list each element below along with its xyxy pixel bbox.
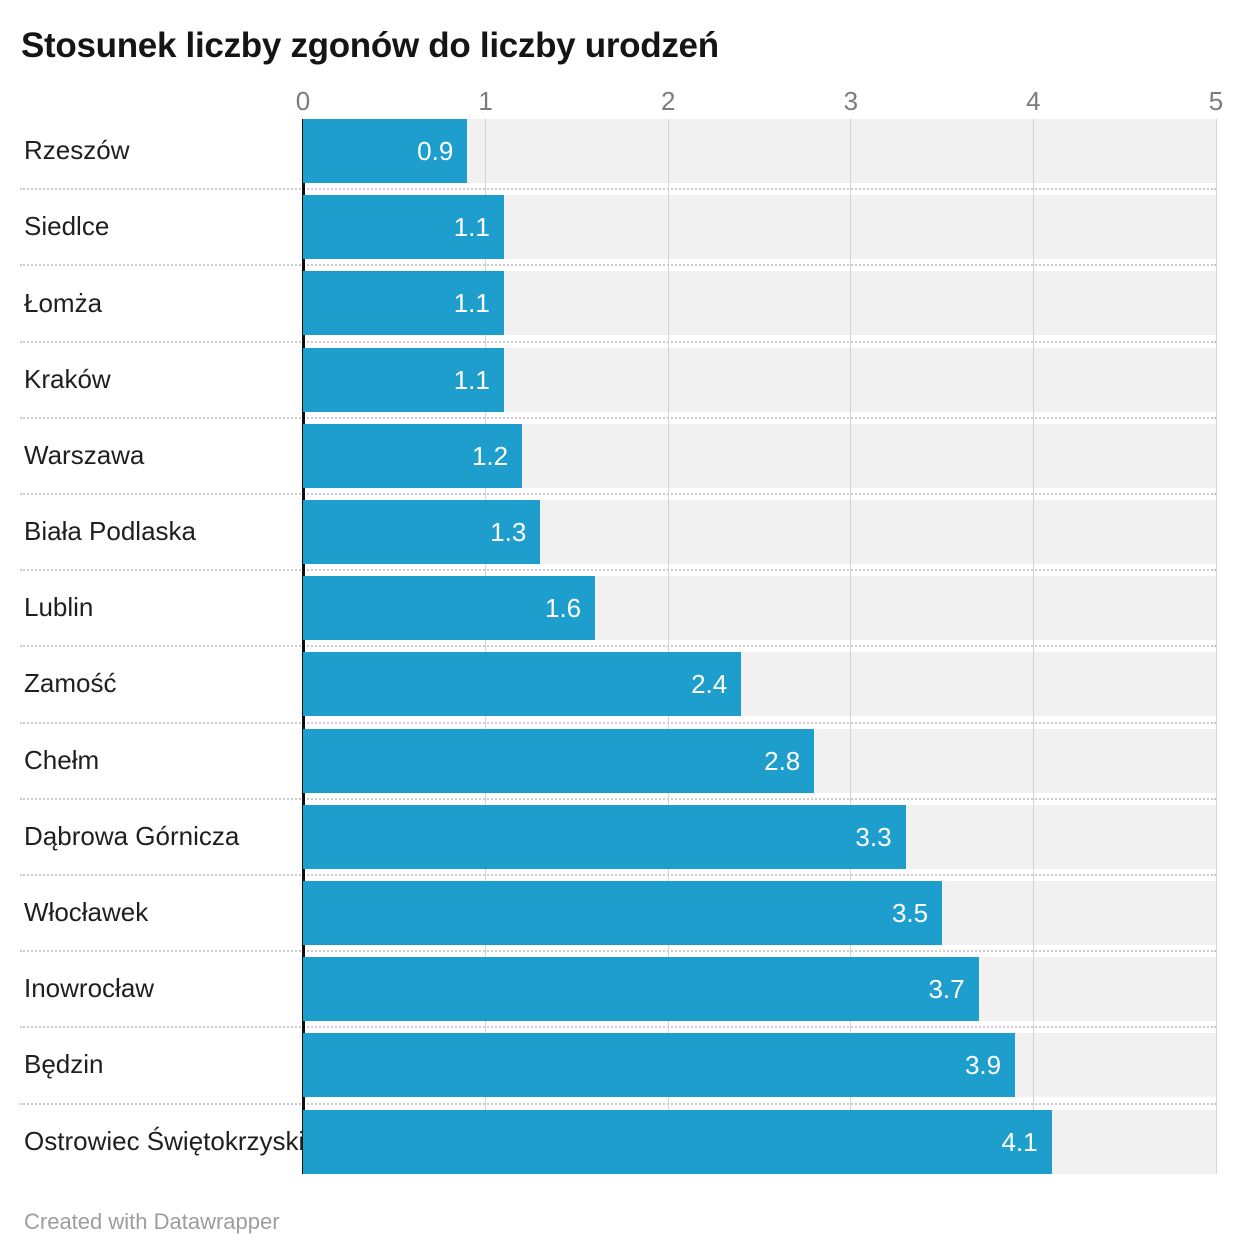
category-label: Dąbrowa Górnicza (24, 820, 240, 851)
bar-row: Inowrocław 3.7 (24, 951, 1216, 1027)
bar-row: Biała Podlaska 1.3 (24, 494, 1216, 570)
bar-track: 4.1 (303, 1109, 1216, 1174)
bar-row: Zamość 2.4 (24, 646, 1216, 722)
category-label: Chełm (24, 744, 100, 775)
data-bar: 0.9 (303, 119, 468, 184)
bar-row: Dąbrowa Górnicza 3.3 (24, 799, 1216, 875)
data-bar: 3.9 (303, 1033, 1016, 1098)
data-bar: 1.6 (303, 576, 596, 641)
bar-row: Kraków 1.1 (24, 342, 1216, 418)
category-label: Lublin (24, 592, 94, 623)
bar-track: 1.1 (303, 195, 1216, 260)
bar-track: 1.6 (303, 576, 1216, 641)
bar-value-label: 1.1 (453, 212, 490, 243)
bar-chart-plot-area: Rzeszów 0.9 Siedlce 1.1 Łomża 1.1 Kraków 1.1 War… (24, 113, 1216, 1180)
bar-track: 3.5 (303, 880, 1216, 945)
bar-row: Włocławek 3.5 (24, 875, 1216, 951)
bar-value-label: 3.5 (891, 897, 929, 928)
bar-track: 3.9 (303, 1033, 1216, 1098)
x-axis-tick-label: 1 (478, 86, 493, 116)
category-label: Włocławek (24, 897, 149, 928)
category-label: Warszawa (24, 439, 145, 470)
x-axis-tick-label: 0 (295, 86, 311, 116)
bar-value-label: 3.3 (855, 821, 892, 852)
bar-value-label: 0.9 (417, 136, 454, 167)
bar-row: Będzin 3.9 (24, 1027, 1216, 1103)
chart-title: Stosunek liczby zgonów do liczby urodzeń (21, 26, 719, 65)
category-label: Zamość (24, 668, 117, 699)
data-bar: 2.4 (303, 652, 742, 717)
bar-row: Lublin 1.6 (24, 570, 1216, 646)
bar-value-label: 3.7 (928, 974, 965, 1005)
data-bar: 3.5 (303, 880, 943, 945)
data-bar: 2.8 (303, 728, 815, 793)
bar-track: 3.3 (303, 804, 1216, 869)
category-label: Będzin (24, 1049, 104, 1080)
category-label: Biała Podlaska (24, 516, 196, 547)
bar-value-label: 4.1 (1001, 1126, 1038, 1157)
x-axis-tick-labels: 0 1 2 3 4 5 (296, 86, 1223, 120)
bar-track: 0.9 (303, 119, 1216, 184)
datawrapper-attribution-link[interactable]: Created with Datawrapper (24, 1209, 280, 1234)
bar-track: 3.7 (303, 957, 1216, 1022)
data-bar: 3.7 (303, 957, 979, 1022)
bar-track: 1.2 (303, 423, 1216, 488)
data-bar: 1.1 (303, 195, 504, 260)
bar-value-label: 2.8 (764, 745, 801, 776)
bar-value-label: 1.1 (453, 288, 490, 319)
bar-track: 1.1 (303, 271, 1216, 336)
x-axis-tick-label: 2 (660, 86, 676, 116)
bar-track: 2.4 (303, 652, 1216, 717)
bar-row: Ostrowiec Świętokrzyski 4.1 (24, 1103, 1216, 1179)
category-label: Kraków (24, 363, 111, 394)
data-bar: 4.1 (303, 1109, 1052, 1174)
bar-value-label: 3.9 (964, 1050, 1002, 1081)
bar-value-label: 1.3 (490, 517, 527, 548)
data-bar: 1.1 (303, 347, 504, 412)
x-axis-tick-label: 4 (1026, 86, 1041, 116)
category-label: Inowrocław (24, 973, 155, 1004)
bar-value-label: 1.1 (453, 364, 490, 395)
x-axis-tick-label: 5 (1208, 86, 1224, 116)
category-label: Ostrowiec Świętokrzyski (24, 1125, 305, 1156)
data-bar: 1.1 (303, 271, 504, 336)
bar-track: 1.1 (303, 347, 1216, 412)
bar-row: Rzeszów 0.9 (24, 113, 1216, 189)
category-label: Rzeszów (24, 135, 130, 166)
bar-row: Łomża 1.1 (24, 265, 1216, 341)
data-bar: 1.2 (303, 423, 523, 488)
bar-row: Warszawa 1.2 (24, 418, 1216, 494)
bar-track: 2.8 (303, 728, 1216, 793)
category-label: Siedlce (24, 211, 110, 242)
x-axis-tick-label: 3 (843, 86, 859, 116)
bar-value-label: 1.2 (471, 440, 509, 471)
bar-track: 1.3 (303, 500, 1216, 565)
bar-row: Siedlce 1.1 (24, 189, 1216, 265)
bar-row: Chełm 2.8 (24, 723, 1216, 799)
data-bar: 1.3 (303, 500, 541, 565)
data-bar: 3.3 (303, 804, 906, 869)
bar-value-label: 1.6 (545, 593, 582, 624)
category-label: Łomża (24, 287, 103, 318)
bar-value-label: 2.4 (691, 669, 728, 700)
